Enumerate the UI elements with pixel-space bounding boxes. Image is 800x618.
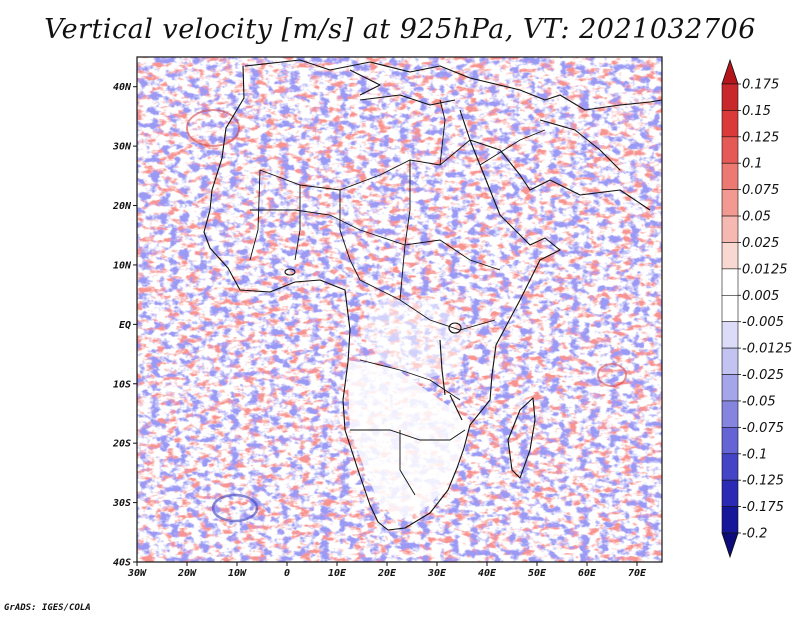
colorbar-swatch <box>721 215 739 243</box>
coastlines <box>203 59 662 531</box>
lat-tick-label: 40S <box>113 558 131 569</box>
colorbar-swatch <box>721 242 739 270</box>
indian-ocean-vortex <box>597 363 627 387</box>
colorbar-label: 0.05 <box>742 210 771 225</box>
colorbar-swatch <box>721 400 739 428</box>
colorbar-label: 0.005 <box>742 289 779 304</box>
colorbar-swatch <box>721 83 739 111</box>
colorbar-swatch <box>721 189 739 217</box>
southern-africa-calm-region <box>347 360 470 520</box>
lon-tick-label: 20E <box>377 568 397 579</box>
colorbar-label: 0.025 <box>742 236 779 251</box>
colorbar-label: 0.125 <box>742 130 779 145</box>
lat-tick-label: EQ <box>119 320 131 331</box>
country-borders <box>249 99 546 496</box>
colorbar-top-arrow <box>721 58 739 85</box>
colorbar-label: -0.1 <box>742 447 767 462</box>
south-atlantic-vortex <box>211 493 259 523</box>
colorbar-label: -0.075 <box>742 421 784 436</box>
lat-tick-label: 20S <box>112 439 131 450</box>
colorbar-bottom-arrow <box>721 532 739 559</box>
lon-tick-label: 70E <box>628 568 647 579</box>
lon-tick-label: 60E <box>578 568 597 579</box>
lon-tick-label: 30W <box>127 568 147 579</box>
colorbar-label: -0.0125 <box>742 342 792 357</box>
lat-tick-label: 30N <box>112 142 132 153</box>
plot-frame <box>136 56 663 563</box>
lon-tick-label: 30E <box>427 568 447 579</box>
colorbar-swatch <box>721 453 739 481</box>
chart-title: Vertical velocity [m/s] at 925hPa, VT: 2… <box>44 14 756 45</box>
colorbar: 0.175 0.15 0.125 0.1 0.075 0.05 0.025 0.0125 0.0… <box>721 58 792 559</box>
colorbar-swatch <box>721 162 739 190</box>
north-atlantic-vortex <box>186 109 240 147</box>
longitude-axis: 30W 20W 10W 0 10E 20E 30E 40E 50E 60E 70E <box>127 562 647 579</box>
colorbar-label: -0.025 <box>742 368 784 383</box>
lakes <box>284 268 463 421</box>
lat-tick-label: 40N <box>113 82 132 93</box>
latitude-axis: 40N 30N 20N 10N EQ 10S 20S 30S 40S <box>112 82 137 569</box>
lon-tick-label: 10W <box>228 568 247 579</box>
colorbar-swatch <box>721 347 739 375</box>
colorbar-label: 0.15 <box>742 104 771 119</box>
lat-tick-label: 20N <box>112 201 132 212</box>
colorbar-label: -0.125 <box>742 474 784 489</box>
colorbar-swatch <box>721 374 739 402</box>
lat-tick-label: 10N <box>113 260 132 271</box>
colorbar-swatch <box>721 479 739 507</box>
colorbar-label: -0.175 <box>742 500 784 515</box>
lat-tick-label: 30S <box>112 498 131 509</box>
colorbar-swatch <box>721 136 739 164</box>
colorbar-label: -0.05 <box>742 394 776 409</box>
velocity-field <box>137 57 662 562</box>
lon-tick-label: 10E <box>328 568 347 579</box>
colorbar-swatch <box>721 110 739 138</box>
central-africa-calm-region <box>360 300 470 380</box>
colorbar-label: 0.175 <box>742 78 779 93</box>
colorbar-swatch <box>721 321 739 349</box>
colorbar-label: 0.1 <box>742 157 763 172</box>
colorbar-label: 0.0125 <box>742 262 788 277</box>
grads-credit: GrADS: IGES/COLA <box>4 603 91 613</box>
lon-tick-label: 20W <box>177 568 197 579</box>
colorbar-swatch <box>721 506 739 534</box>
colorbar-label: -0.005 <box>742 315 784 330</box>
lat-tick-label: 10S <box>113 379 131 390</box>
colorbar-swatch <box>721 427 739 455</box>
lon-tick-label: 40E <box>478 568 497 579</box>
colorbar-label: 0.075 <box>742 183 779 198</box>
lon-tick-label: 50E <box>528 568 547 579</box>
colorbar-swatch <box>721 294 739 323</box>
colorbar-swatch <box>721 268 739 296</box>
colorbar-label: -0.2 <box>742 527 767 542</box>
lon-tick-label: 0 <box>284 568 290 579</box>
